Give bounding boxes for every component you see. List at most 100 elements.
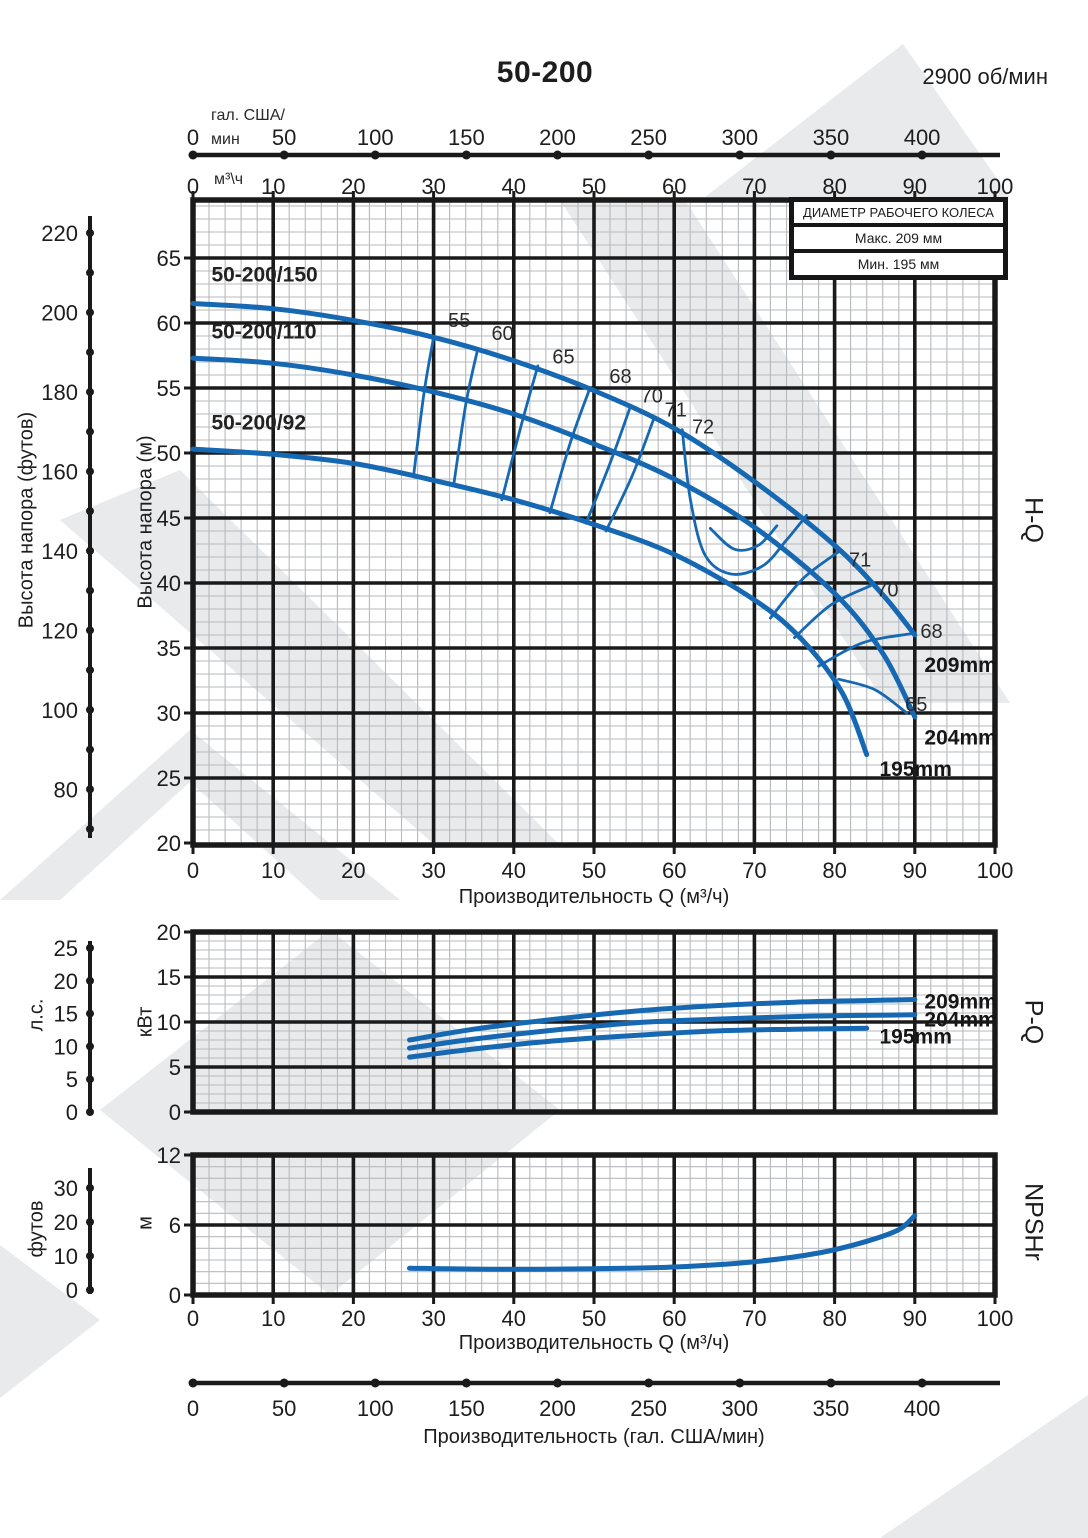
hq-ft-axis-dot (86, 705, 94, 714)
hq-efficiency-contour-71 (604, 416, 656, 533)
npsh-x-tick-label: 30 (421, 1306, 445, 1331)
hq-ft-tick-label: 80 (54, 777, 78, 802)
gal-bottom-axis-dot (370, 1378, 380, 1388)
npsh-ft-axis-dot (86, 1286, 94, 1294)
hq-y-tick-label: 65 (157, 246, 181, 271)
pq-y-kw-title: кВт (134, 1006, 157, 1038)
gal-bottom-axis-dot (644, 1378, 654, 1388)
gal-bottom-tick-label: 350 (813, 1396, 850, 1421)
hq-right-label: 65 (905, 694, 927, 716)
pq-hp-axis-dot (86, 1009, 94, 1018)
hq-efficiency-label: 60 (491, 323, 513, 345)
npsh-x-tick-label: 0 (187, 1306, 199, 1331)
hq-y-tick-label: 55 (157, 376, 181, 401)
hq-ft-axis-dot (86, 626, 94, 635)
hq-efficiency-contour-65 (837, 677, 909, 715)
m3h-axis-tick-label: 30 (421, 174, 445, 199)
hq-efficiency-contour-68 (817, 632, 913, 668)
npsh-x-tick-label: 10 (261, 1306, 285, 1331)
gal-top-axis-dot (188, 150, 198, 160)
hq-curve-195mm (190, 446, 870, 758)
hq-x-tick-label: 60 (662, 858, 686, 883)
npsh-m-tick-label: 6 (169, 1213, 181, 1238)
npsh-ft-tick-label: 30 (54, 1176, 78, 1201)
hq-curve-209mm (190, 301, 918, 638)
gal-bottom-axis-dot (188, 1378, 198, 1388)
hq-side-label: H-Q (1019, 497, 1048, 543)
hq-curve-name-label: 50-200/110 (211, 321, 316, 344)
npsh-m-tick-label: 0 (169, 1283, 181, 1308)
hq-right-label: 68 (920, 621, 942, 643)
hq-ft-axis-dot (86, 745, 94, 754)
hq-right-label: 195mm (880, 758, 952, 781)
pq-kw-tick-label: 5 (169, 1055, 181, 1080)
hq-ft-tick-label: 200 (41, 300, 78, 325)
npsh-grid-major (193, 1155, 995, 1295)
hq-ft-axis-dot (86, 348, 94, 357)
m3h-axis-tick-label: 80 (822, 174, 846, 199)
hq-y-tick-label: 25 (157, 766, 181, 791)
pq-curve-204mm (407, 1012, 918, 1051)
hq-right-label: 204mm (924, 727, 996, 750)
hq-efficiency-label: 70 (641, 385, 663, 407)
gal-bottom-axis-dot (279, 1378, 289, 1388)
hq-efficiency-contour-71 (769, 550, 840, 620)
m3h-unit: м³\ч (214, 171, 244, 188)
hq-ft-axis-dot (86, 387, 94, 396)
speed-label: 2900 об/мин (922, 64, 1048, 89)
hq-right-label: 70 (876, 580, 898, 602)
gal-top-tick-label: 150 (448, 125, 485, 150)
pq-hp-tick-label: 15 (54, 1002, 78, 1027)
hq-efficiency-contour-72 (680, 428, 808, 576)
npsh-x-tick-label: 50 (582, 1306, 606, 1331)
hq-ft-axis-dot (86, 546, 94, 555)
hq-y-tick-label: 40 (157, 571, 181, 596)
impeller-diameter-legend: ДИАМЕТР РАБОЧЕГО КОЛЕСА Макс. 209 мм Мин… (789, 197, 1008, 280)
pq-curve-label: 204mm (924, 1008, 996, 1031)
gal-bottom-tick-label: 250 (630, 1396, 667, 1421)
gal-unit-line1: гал. США/ (211, 107, 285, 124)
npsh-ft-tick-label: 10 (54, 1244, 78, 1269)
npsh-ft-tick-label: 0 (66, 1278, 78, 1303)
hq-ft-tick-label: 180 (41, 380, 78, 405)
gal-bottom-axis-dot (735, 1378, 745, 1388)
hq-x-tick-label: 10 (261, 858, 285, 883)
watermark (0, 1245, 100, 1398)
pq-curve-209mm (407, 997, 918, 1043)
gal-top-tick-label: 200 (539, 125, 576, 150)
gal-top-axis-dot (644, 150, 654, 160)
pq-hp-axis-dot (86, 1108, 94, 1116)
m3h-axis-tick-label: 20 (341, 174, 365, 199)
hq-y-m-title: Высота напора (м) (134, 435, 157, 609)
npsh-x-tick-label: 60 (662, 1306, 686, 1331)
hq-ft-axis-dot (86, 507, 94, 516)
hq-x-tick-label: 90 (903, 858, 927, 883)
hq-y-tick-label: 30 (157, 701, 181, 726)
m3h-axis-tick-label: 50 (582, 174, 606, 199)
gal-top-axis-dot (735, 150, 745, 160)
hq-ft-axis-dot (86, 229, 94, 237)
hq-x-tick-label: 100 (977, 858, 1014, 883)
npsh-ft-tick-label: 20 (54, 1210, 78, 1235)
gal-unit-line2: мин (211, 131, 240, 148)
gal-bottom-axis-dot (917, 1378, 927, 1388)
gal-top-tick-label: 400 (904, 125, 941, 150)
hq-efficiency-contour-70 (584, 406, 632, 525)
npsh-x-tick-label: 80 (822, 1306, 846, 1331)
pq-curve-label: 209mm (924, 990, 996, 1013)
gal-top-axis-dot (553, 150, 563, 160)
watermark (705, 44, 1010, 197)
hq-efficiency-contour-55 (412, 335, 435, 478)
npsh-y-m-title: м (134, 1216, 157, 1230)
gal-bottom-tick-label: 400 (904, 1396, 941, 1421)
pq-hp-tick-label: 25 (54, 936, 78, 961)
gal-x-title: Производительность (гал. США/мин) (423, 1426, 765, 1448)
legend-max-diameter: Макс. 209 мм (794, 227, 1003, 249)
npsh-x-tick-label: 20 (341, 1306, 365, 1331)
npsh-x-tick-label: 70 (742, 1306, 766, 1331)
m3h-axis-tick-label: 40 (502, 174, 526, 199)
hq-ft-tick-label: 120 (41, 618, 78, 643)
pq-hp-tick-label: 5 (66, 1067, 78, 1092)
m3h-axis-tick-label: 10 (261, 174, 285, 199)
pq-hp-tick-label: 10 (54, 1034, 78, 1059)
